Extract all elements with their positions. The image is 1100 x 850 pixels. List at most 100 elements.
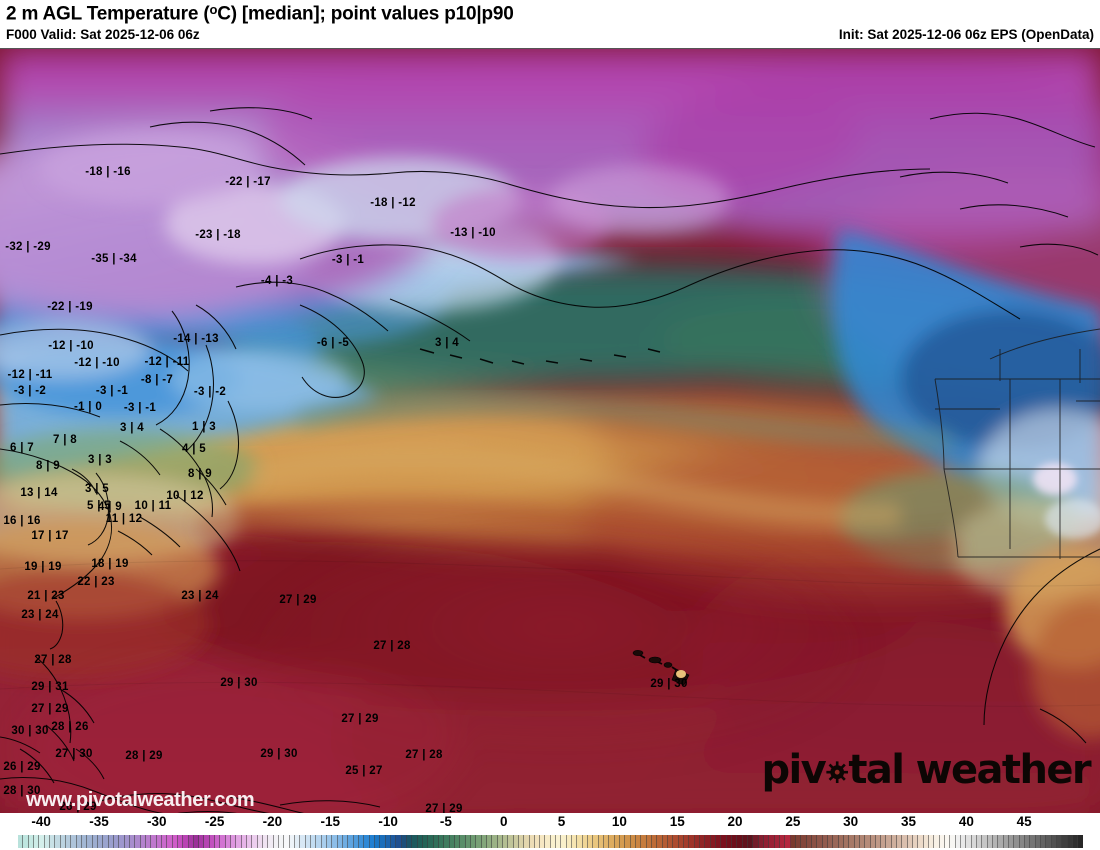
colorbar-cell — [1078, 835, 1083, 848]
colorbar-cell — [955, 835, 962, 848]
colorbar-tick: 10 — [611, 814, 627, 829]
point-value-label: 11 | 12 — [105, 513, 143, 525]
point-value-label: 8 | 9 — [36, 460, 60, 472]
colorbar-cell — [620, 835, 626, 848]
colorbar-cell — [295, 835, 301, 848]
header: 2 m AGL Temperature (oC) [median]; point… — [0, 0, 1100, 48]
colorbar-cell — [971, 835, 978, 848]
colorbar-cell — [55, 835, 61, 848]
colorbar-cell — [817, 835, 823, 848]
degree-symbol: o — [209, 2, 218, 17]
point-value-label: -3 | -2 — [193, 386, 227, 398]
point-value-label: 27 | 29 — [31, 703, 69, 715]
colorbar-cell — [422, 835, 429, 848]
colorbar-cell — [715, 835, 722, 848]
colorbar-cell — [348, 835, 354, 848]
colorbar-cell — [241, 835, 248, 848]
colorbar-cell — [1062, 835, 1068, 848]
point-value-label: 19 | 19 — [24, 561, 62, 573]
colorbar-cell — [343, 835, 349, 848]
page-title: 2 m AGL Temperature (oC) [median]; point… — [6, 2, 514, 25]
colorbar-gradient-strip[interactable] — [18, 835, 1083, 848]
colorbar-cell — [763, 835, 770, 848]
pacific-eddies — [197, 394, 961, 563]
colorbar-cell — [428, 835, 434, 848]
point-value-label: -6 | -5 — [316, 337, 350, 349]
page-title-main: 2 m AGL Temperature ( — [6, 3, 210, 25]
colorbar-cell — [811, 835, 818, 848]
colorbar-cell — [92, 835, 98, 848]
map-canvas[interactable]: -18 | -16 -22 | -17 -18 | -12 -13 | -10 -32 … — [0, 48, 1100, 814]
colorbar-cell — [982, 835, 988, 848]
colorbar-cell — [183, 835, 189, 848]
colorbar[interactable]: -40 -35 -30 -25 -20 -15 -10 -5 0 5 10 15 20 25 30 35 40 4… — [0, 813, 1100, 850]
point-value-label: 3 | 4 — [120, 422, 144, 434]
point-value-label: 27 | 30 — [55, 748, 93, 760]
colorbar-cell — [279, 835, 285, 848]
colorbar-cell — [726, 835, 732, 848]
colorbar-cell — [177, 835, 184, 848]
colorbar-tick: -40 — [31, 814, 51, 829]
point-value-label: 4 | 5 — [182, 443, 206, 455]
point-value-label: 5 | 5 — [87, 500, 111, 512]
colorbar-cell — [614, 835, 621, 848]
colorbar-cell — [113, 835, 120, 848]
point-value-label: -22 | -17 — [225, 176, 271, 188]
point-value-label: 28 | 26 — [51, 721, 89, 733]
colorbar-cell — [476, 835, 482, 848]
colorbar-cell — [353, 835, 359, 848]
colorbar-cell — [598, 835, 605, 848]
colorbar-cell — [204, 835, 210, 848]
colorbar-tick: 40 — [958, 814, 974, 829]
point-value-label: 22 | 23 — [77, 576, 115, 588]
colorbar-cell — [359, 835, 365, 848]
colorbar-cell — [225, 835, 232, 848]
colorbar-cell — [257, 835, 264, 848]
colorbar-cell — [652, 835, 658, 848]
colorbar-cell — [71, 835, 77, 848]
colorbar-cell — [172, 835, 178, 848]
colorbar-cell — [263, 835, 269, 848]
colorbar-cell — [731, 835, 738, 848]
colorbar-cell — [327, 835, 333, 848]
colorbar-tick: 5 — [557, 814, 566, 829]
colorbar-cell — [779, 835, 786, 848]
colorbar-cell — [540, 835, 546, 848]
colorbar-cell — [641, 835, 647, 848]
colorbar-cell — [39, 835, 45, 848]
colorbar-cell — [1014, 835, 1020, 848]
colorbar-cell — [454, 835, 461, 848]
colorbar-cell — [380, 835, 386, 848]
colorbar-cell — [145, 835, 152, 848]
point-value-label: 4 | 9 — [98, 501, 122, 513]
point-value-label: 10 | 12 — [166, 490, 204, 502]
point-value-label: -3 | -2 — [13, 385, 47, 397]
colorbar-cell — [497, 835, 503, 848]
colorbar-cell — [737, 835, 743, 848]
colorbar-cell — [18, 835, 24, 848]
colorbar-cell — [662, 835, 669, 848]
temperature-field — [0, 49, 1100, 814]
colorbar-cell — [390, 835, 397, 848]
colorbar-cell — [881, 835, 887, 848]
colorbar-cell — [108, 835, 114, 848]
colorbar-cell — [231, 835, 237, 848]
point-value-label: 27 | 29 — [341, 713, 379, 725]
colorbar-cell — [998, 835, 1004, 848]
political-borders — [934, 328, 1100, 559]
point-value-layer: -18 | -16 -22 | -17 -18 | -12 -13 | -10 -32 … — [0, 49, 1100, 814]
colorbar-tick: 25 — [785, 814, 801, 829]
colorbar-cell — [678, 835, 685, 848]
colorbar-cell — [305, 835, 312, 848]
logo-text-part1: piv — [761, 747, 827, 793]
valid-time-label: F000 Valid: Sat 2025-12-06 06z — [6, 27, 200, 42]
page-title-unit: C) [median]; point values p10|p90 — [217, 3, 514, 25]
point-value-label: 17 | 17 — [31, 530, 69, 542]
pivotal-weather-logo: piv tal weather — [761, 747, 1092, 793]
colorbar-cell — [337, 835, 344, 848]
colorbar-cell — [694, 835, 700, 848]
colorbar-cell — [401, 835, 407, 848]
point-value-label: 27 | 28 — [405, 749, 443, 761]
colorbar-cell — [311, 835, 317, 848]
